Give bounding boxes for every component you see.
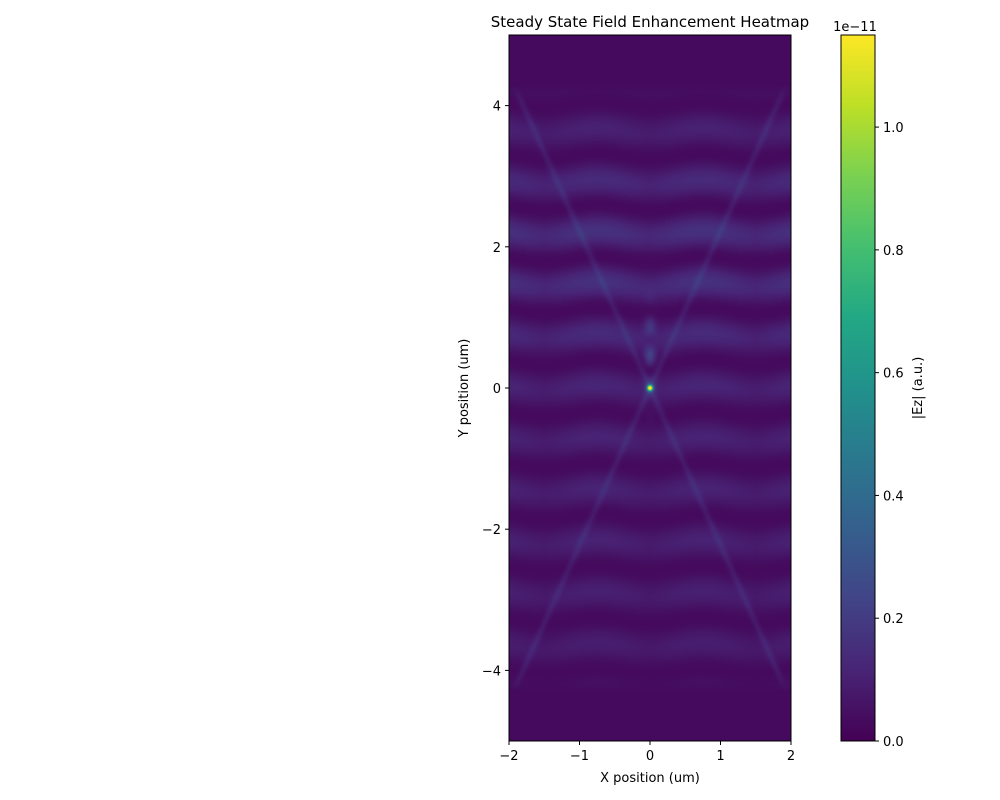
colorbar-ticks: 0.0 0.2 0.4 0.6 0.8 1.0 [875,121,904,750]
colorbar-tick-label: 0.4 [883,489,904,504]
colorbar-tick-label: 0.0 [883,735,904,750]
colorbar-tick-label: 0.8 [883,244,904,259]
y-tick-label: −4 [482,664,501,679]
heatmap-image [509,35,791,741]
x-tick-label: 1 [716,749,724,764]
colorbar-offset-text: 1e−11 [833,20,877,35]
colorbar-tick-label: 1.0 [883,121,904,136]
y-axis: −4 −2 0 2 4 [482,100,509,679]
colorbar-gradient [841,35,875,741]
x-tick-label: 2 [787,749,795,764]
y-tick-label: −2 [482,523,501,538]
x-tick-label: 0 [646,749,654,764]
x-tick-label: −1 [570,749,589,764]
y-tick-label: 0 [493,382,501,397]
plot-area [508,34,792,742]
x-axis: −2 −1 0 1 2 [499,741,795,764]
colorbar: 0.0 0.2 0.4 0.6 0.8 1.0 1e−11 |Ez| (a.u.) [833,20,926,750]
colorbar-frame [840,34,876,742]
chart-title: Steady State Field Enhancement Heatmap [491,13,809,31]
y-tick-label: 2 [493,241,501,256]
x-tick-label: −2 [499,749,518,764]
y-axis-label: Y position (um) [457,339,472,439]
x-axis-label: X position (um) [600,771,700,786]
colorbar-tick-label: 0.2 [883,612,904,627]
colorbar-tick-label: 0.6 [883,367,904,382]
colorbar-label: |Ez| (a.u.) [911,357,926,420]
y-tick-label: 4 [493,100,501,115]
